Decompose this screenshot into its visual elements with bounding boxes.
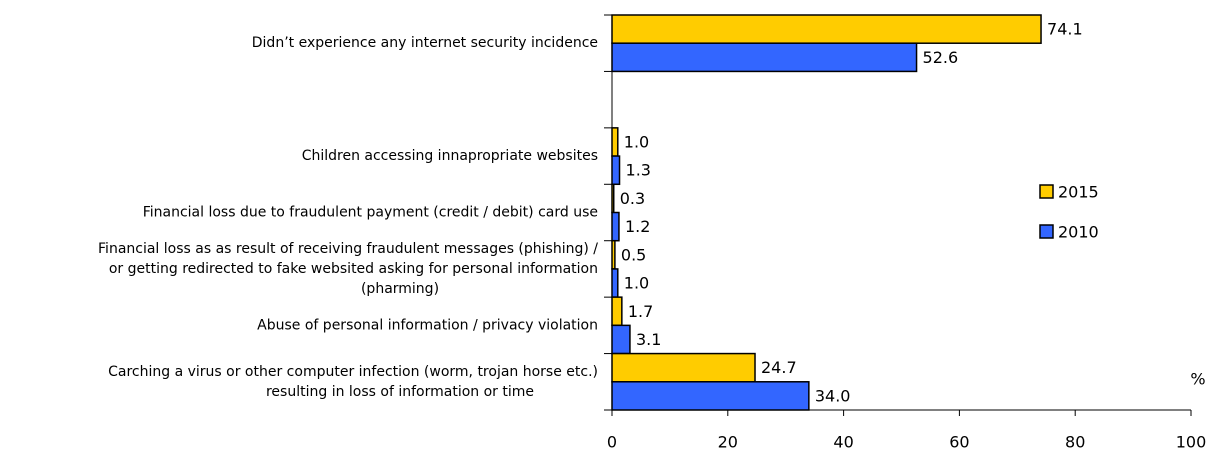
bar — [611, 296, 623, 327]
y-tick-label: Carching a virus or other computer infec… — [108, 364, 598, 380]
x-tick-label: 0 — [607, 433, 617, 452]
x-tick-label: 40 — [833, 433, 853, 452]
legend-swatch — [1039, 224, 1054, 239]
bar — [611, 155, 621, 186]
y-tick-label: Financial loss due to fraudulent payment… — [143, 205, 598, 221]
value-label: 0.5 — [621, 245, 646, 264]
x-tick-label: 100 — [1176, 433, 1207, 452]
bar — [611, 14, 1042, 44]
value-label: 1.3 — [626, 161, 651, 180]
bar — [611, 324, 631, 355]
bar — [611, 268, 619, 298]
bar — [611, 239, 616, 270]
value-label: 1.0 — [624, 132, 649, 151]
bar — [611, 183, 615, 214]
value-label: 34.0 — [815, 386, 851, 405]
x-tick-label: 20 — [718, 433, 738, 452]
y-tick-label: Children accessing innapropriate website… — [302, 148, 598, 164]
y-tick-label: resulting in loss of information or time — [266, 384, 534, 400]
value-label: 24.7 — [761, 358, 797, 377]
legend-swatch — [1039, 184, 1054, 199]
legend-label: 2015 — [1058, 183, 1099, 202]
bar — [611, 42, 918, 73]
bar — [611, 127, 619, 157]
bar — [611, 381, 810, 411]
bar — [611, 211, 620, 242]
legend-label: 2010 — [1058, 223, 1099, 242]
value-label: 1.7 — [628, 302, 653, 321]
x-tick-label: 80 — [1065, 433, 1085, 452]
value-label: 1.2 — [625, 217, 650, 236]
x-axis-label: % — [1190, 370, 1205, 389]
y-tick-label: (pharming) — [361, 281, 439, 297]
value-label: 0.3 — [620, 189, 645, 208]
x-tick-label: 60 — [949, 433, 969, 452]
value-label: 3.1 — [636, 330, 661, 349]
y-tick-label: or getting redirected to fake websited a… — [109, 261, 598, 277]
y-tick-label: Didn’t experience any internet security … — [252, 35, 598, 51]
value-label: 74.1 — [1047, 20, 1083, 39]
y-tick-label: Abuse of personal information / privacy … — [257, 317, 598, 333]
y-tick-label: Financial loss as as result of receiving… — [98, 241, 598, 257]
value-label: 52.6 — [923, 48, 959, 67]
value-label: 1.0 — [624, 274, 649, 293]
bar — [611, 352, 756, 383]
